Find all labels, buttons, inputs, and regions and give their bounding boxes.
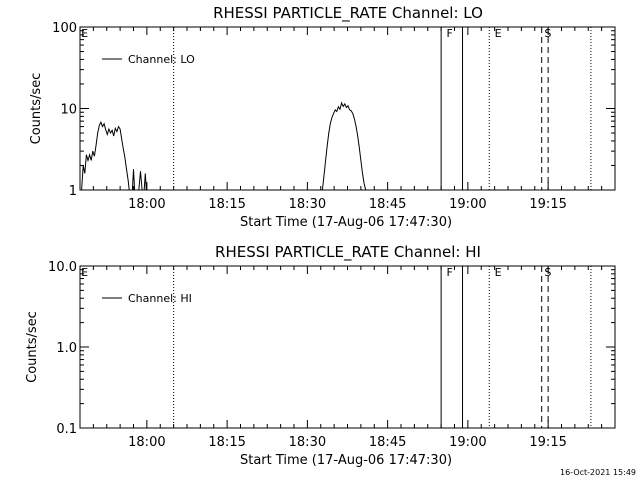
lo-y-axis-label: Counts/sec [29,73,44,145]
timestamp: 16-Oct-2021 15:49 [560,468,636,477]
lo-x-tick-label: 19:15 [529,197,566,212]
lo-legend: Channel: LO [102,53,195,66]
hi-marker-label-1: E [495,266,502,279]
lo-event-markers: FESE [81,27,592,190]
lo-marker-label-1: E [495,27,502,40]
lo-series-line-0-2 [138,171,143,191]
lo-marker-label-3: E [81,27,88,40]
hi-legend: Channel: HI [102,292,192,305]
lo-series-line-0-0 [81,120,130,191]
lo-series-line-0-3 [143,173,147,191]
lo-x-axis-label: Start Time (17-Aug-06 17:47:30) [240,215,452,230]
hi-marker-label-3: E [81,266,88,279]
lo-y-ticks: 1 10 100 [52,21,615,199]
hi-plot-frame [79,265,616,429]
hi-event-markers: FESE [81,266,592,428]
lo-series-line-0-1 [131,169,136,191]
hi-x-tick-label: 19:00 [449,435,486,450]
hi-x-tick-label: 18:15 [208,435,245,450]
lo-y-tick-label: 1 [69,184,77,199]
lo-legend-label: Channel: LO [128,53,195,66]
lo-x-tick-label: 18:30 [289,197,326,212]
hi-y-axis-label: Counts/sec [25,311,40,383]
lo-y-tick-label: 100 [52,21,77,36]
hi-x-tick-label: 18:45 [369,435,406,450]
lo-x-tick-label: 18:45 [369,197,406,212]
hi-y-tick-label: 10.0 [48,260,77,275]
hi-x-tick-label: 18:00 [128,435,165,450]
lo-marker-label-0: F [446,27,452,40]
hi-x-tick-label: 19:15 [529,435,566,450]
hi-y-tick-label: 0.1 [56,422,77,437]
lo-x-tick-label: 18:00 [128,197,165,212]
hi-x-tick-label: 18:30 [289,435,326,450]
lo-x-tick-label: 18:15 [208,197,245,212]
hi-channel-panel: RHESSI PARTICLE_RATE Channel: HI Counts/… [25,243,616,468]
hi-x-ticks: 18:00 18:15 18:30 18:45 19:00 19:15 [92,266,616,450]
hi-legend-label: Channel: HI [128,292,192,305]
lo-plot-frame [79,26,616,191]
hi-x-axis-label: Start Time (17-Aug-06 17:47:30) [240,453,452,468]
lo-channel-panel: RHESSI PARTICLE_RATE Channel: LO Counts/… [29,4,616,230]
lo-series [81,101,367,191]
hi-y-tick-label: 1.0 [56,341,77,356]
lo-x-ticks: 18:00 18:15 18:30 18:45 19:00 19:15 [92,27,616,212]
hi-marker-label-0: F [446,266,452,279]
lo-series-line-1-0 [321,101,367,191]
hi-chart-title: RHESSI PARTICLE_RATE Channel: HI [215,243,481,262]
hi-y-ticks: 0.1 1.0 10.0 [48,260,615,437]
lo-y-tick-label: 10 [60,103,77,118]
lo-x-tick-label: 19:00 [449,197,486,212]
lo-chart-title: RHESSI PARTICLE_RATE Channel: LO [213,4,483,23]
